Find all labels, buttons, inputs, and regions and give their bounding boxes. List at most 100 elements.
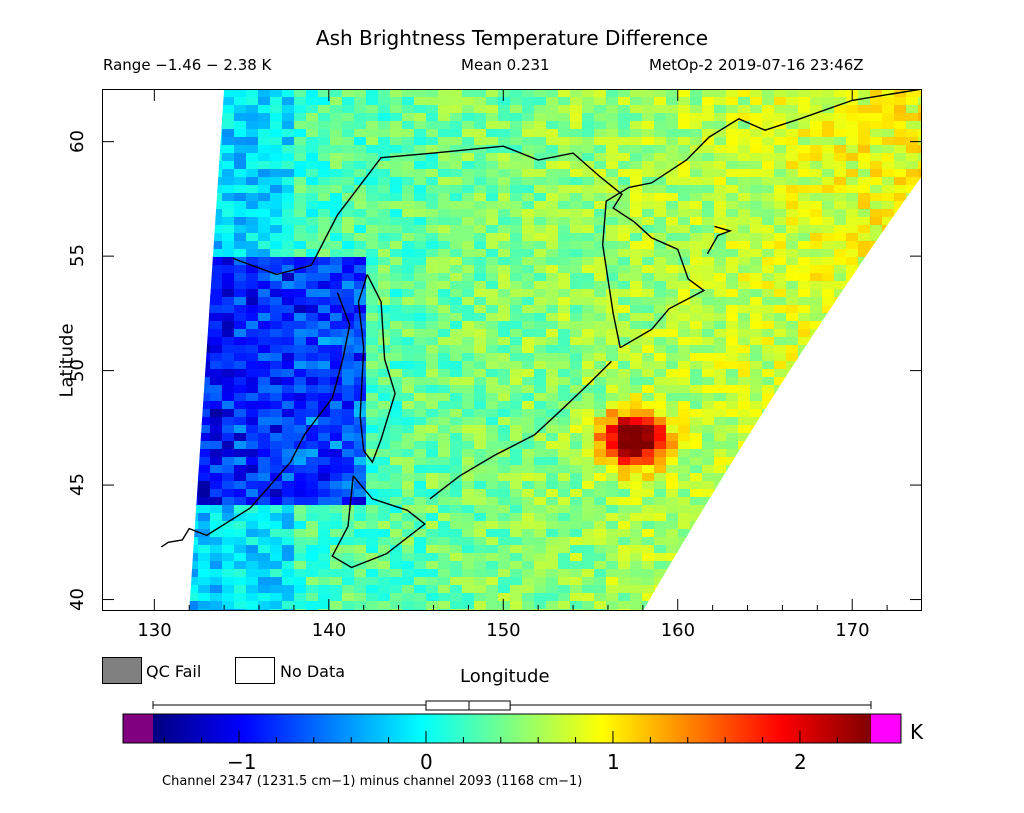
swath-cell [222, 569, 235, 578]
swath-cell [474, 97, 487, 106]
swath-cell [594, 153, 607, 162]
swath-cell [222, 121, 235, 130]
swath-cell [342, 433, 355, 442]
swath-cell [846, 201, 859, 210]
swath-cell [126, 377, 139, 386]
swath-cell [750, 353, 763, 362]
swath-cell [318, 417, 331, 426]
swath-cell [570, 457, 583, 466]
swath-cell [330, 353, 343, 362]
swath-cell [870, 345, 883, 354]
swath-cell [138, 569, 151, 578]
swath-cell [222, 161, 235, 170]
swath-cell [858, 353, 871, 362]
swath-cell [234, 137, 247, 146]
swath-cell [270, 417, 283, 426]
swath-cell [378, 505, 391, 514]
swath-cell [426, 497, 439, 506]
swath-cell [774, 601, 787, 610]
swath-cell [402, 513, 415, 522]
swath-cell [438, 113, 451, 122]
swath-cell [426, 553, 439, 562]
swath-cell [642, 425, 655, 434]
swath-cell [306, 273, 319, 282]
swath-cell [870, 585, 883, 594]
swath-cell [846, 513, 859, 522]
swath-cell [378, 265, 391, 274]
swath-cell [150, 105, 163, 114]
swath-cell [390, 569, 403, 578]
swath-cell [786, 169, 799, 178]
swath-cell [486, 593, 499, 602]
swath-cell [714, 433, 727, 442]
swath-cell [258, 569, 271, 578]
swath-cell [906, 217, 919, 226]
swath-cell [582, 305, 595, 314]
swath-cell [774, 281, 787, 290]
swath-cell [294, 305, 307, 314]
swath-cell [462, 289, 475, 298]
swath-cell [702, 201, 715, 210]
swath-cell [630, 161, 643, 170]
swath-cell [189, 329, 199, 338]
swath-cell [858, 385, 871, 394]
swath-cell [306, 569, 319, 578]
swath-cell [366, 297, 379, 306]
swath-cell [714, 393, 727, 402]
swath-cell [678, 417, 691, 426]
swath-cell [414, 505, 427, 514]
swath-cell [702, 537, 715, 546]
swath-cell [138, 409, 151, 418]
swath-cell [162, 473, 175, 482]
swath-cell [102, 601, 115, 610]
swath-cell [414, 225, 427, 234]
swath-cell [306, 257, 319, 266]
swath-cell [126, 177, 139, 186]
swath-cell [822, 281, 835, 290]
swath-cell [354, 153, 367, 162]
swath-cell [678, 393, 691, 402]
swath-cell [522, 417, 535, 426]
swath-cell [438, 385, 451, 394]
swath-cell [126, 265, 139, 274]
swath-cell [294, 529, 307, 538]
swath-cell [318, 385, 331, 394]
swath-cell [438, 425, 451, 434]
swath-cell [294, 393, 307, 402]
swath-cell [246, 329, 259, 338]
swath-cell [822, 225, 835, 234]
swath-cell [189, 113, 199, 122]
swath-cell [798, 441, 811, 450]
swath-cell [786, 545, 799, 554]
swath-cell [834, 497, 847, 506]
swath-cell [822, 481, 835, 490]
swath-cell [354, 433, 367, 442]
swath-cell [834, 377, 847, 386]
swath-cell [738, 521, 751, 530]
swath-cell [726, 185, 739, 194]
swath-cell [786, 585, 799, 594]
swath-cell [750, 473, 763, 482]
swath-cell [546, 265, 559, 274]
swath-cell [306, 145, 319, 154]
swath-cell [426, 441, 439, 450]
swath-cell [534, 209, 547, 218]
swath-cell [114, 553, 127, 562]
swath-cell [606, 225, 619, 234]
swath-cell [318, 217, 331, 226]
swath-cell [390, 529, 403, 538]
swath-cell [810, 433, 823, 442]
swath-cell [270, 113, 283, 122]
swath-cell [486, 601, 499, 610]
swath-cell [894, 289, 907, 298]
swath-cell [822, 561, 835, 570]
swath-cell [738, 409, 751, 418]
swath-cell [546, 257, 559, 266]
swath-cell [246, 489, 259, 498]
swath-cell [414, 177, 427, 186]
swath-cell [558, 353, 571, 362]
swath-cell [738, 273, 751, 282]
swath-cell [306, 161, 319, 170]
swath-cell [270, 513, 283, 522]
swath-cell [510, 289, 523, 298]
